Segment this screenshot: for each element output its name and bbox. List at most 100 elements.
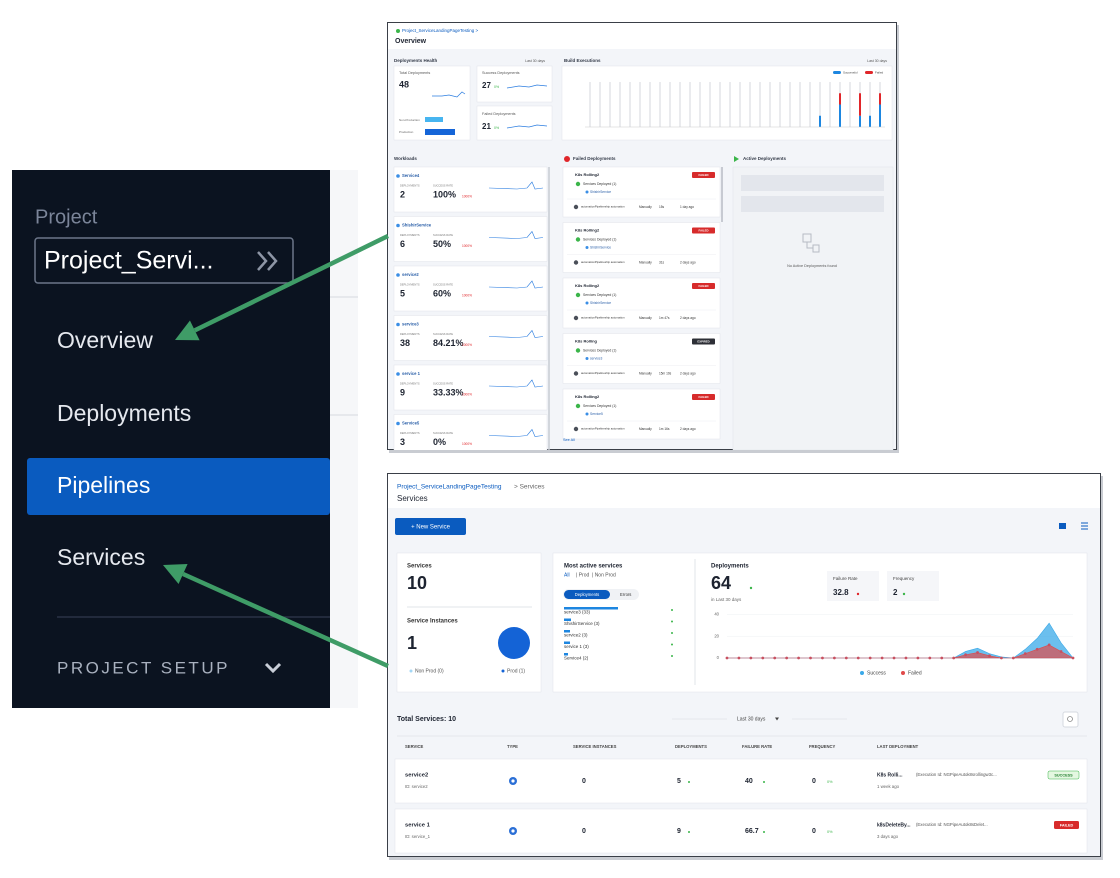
card-label: Total Deployments <box>399 71 430 75</box>
pipeline-name: K8s Rolling2 <box>575 394 600 399</box>
workload-card[interactable] <box>393 364 548 411</box>
toggle-label[interactable]: Errors <box>620 592 631 597</box>
table-row[interactable] <box>394 808 1088 854</box>
legend-dot <box>860 671 864 675</box>
status-badge <box>1047 770 1080 780</box>
env-label: Production <box>399 130 414 134</box>
pipeline-owner: automationPipelineship automation <box>581 427 625 431</box>
kpi-box <box>827 571 879 601</box>
pipeline-name: K8s Rolling2 <box>575 283 600 288</box>
failed-point <box>785 656 789 660</box>
trigger: Manually <box>639 260 652 264</box>
metric-value: 60% <box>433 288 451 298</box>
metric-label: SUCCESS RATE <box>433 184 453 188</box>
section-title: Failed Deployments <box>573 156 616 161</box>
search-icon <box>1067 716 1073 722</box>
nav-item[interactable]: Pipelines <box>57 472 150 498</box>
execution-id: (Execution Id: NGPipeAutok8sDelet... <box>916 822 988 827</box>
failed-point <box>821 656 824 660</box>
card-change: 0% <box>494 85 499 89</box>
failed-point <box>880 656 884 660</box>
failed-point <box>844 656 848 660</box>
bar-failed <box>859 93 861 116</box>
breadcrumb: > Services <box>514 484 545 491</box>
workload-card[interactable] <box>393 216 548 262</box>
service-name: service3 (33) <box>564 610 591 615</box>
play-icon <box>734 156 739 162</box>
failed-point <box>928 656 932 660</box>
filter[interactable]: | Non Prod <box>592 572 616 578</box>
status-text: FAILED <box>699 395 709 399</box>
workload-card[interactable] <box>393 166 548 213</box>
card-title: Deployments <box>711 564 749 570</box>
nav-item[interactable]: Overview <box>57 327 153 353</box>
sparkline <box>506 84 548 89</box>
placeholder <box>741 175 884 191</box>
frequency: 0 <box>812 828 816 835</box>
deployments: 9 <box>677 828 681 835</box>
page-title: Overview <box>395 38 427 45</box>
range: Last 30 days <box>525 59 545 63</box>
metric-change: 1000% <box>462 293 472 297</box>
type-icon-inner <box>511 829 515 833</box>
workload-card[interactable] <box>393 265 548 312</box>
deployment-card[interactable] <box>562 277 721 329</box>
nav-item[interactable]: Services <box>57 544 145 570</box>
service-icon <box>396 223 400 228</box>
arrow-head <box>163 563 188 585</box>
failed-point <box>1000 656 1003 660</box>
nav-active-bg <box>27 458 330 515</box>
workload-card[interactable] <box>393 414 548 460</box>
view-icon[interactable] <box>1081 522 1088 530</box>
failed-point <box>892 656 896 660</box>
view-icon[interactable] <box>1059 523 1066 529</box>
card-title: Most active services <box>564 564 623 570</box>
kpi-box <box>887 571 939 601</box>
failed-point <box>773 656 777 660</box>
service-id: ID: service_1 <box>405 834 431 839</box>
legend-swatch <box>865 71 873 74</box>
status-badge <box>692 227 715 234</box>
metric-label: SUCCESS RATE <box>433 332 453 336</box>
legend-label: Non Prod (0) <box>415 668 444 674</box>
deployed-label: Services Deployed (1) <box>583 182 616 186</box>
metric-label: DEPLOYMENTS <box>400 283 420 287</box>
status-badge <box>692 172 715 178</box>
metric-label: DEPLOYMENTS <box>400 233 420 237</box>
ago: 2 days ago <box>680 260 696 264</box>
filter[interactable]: All <box>564 572 570 578</box>
card-value: 21 <box>482 122 491 131</box>
service-icon <box>585 190 589 194</box>
failed-point <box>868 656 872 660</box>
status-text: FAILED <box>699 228 709 232</box>
toggle-active[interactable] <box>564 590 610 599</box>
service-name: service 1 (3) <box>564 644 589 649</box>
failed-point <box>988 654 991 658</box>
filter[interactable]: Last 30 days <box>737 716 766 722</box>
service-icon <box>396 174 400 178</box>
duration: 31s <box>659 260 665 264</box>
metric-value: 84.21% <box>433 338 464 348</box>
workload-card[interactable] <box>393 315 548 361</box>
table-row[interactable] <box>394 758 1088 804</box>
service-id: ID: service2 <box>405 784 428 789</box>
filter[interactable]: | Prod <box>576 572 589 578</box>
column-header: SERVICE INSTANCES <box>573 744 617 749</box>
trend-dot <box>856 592 860 596</box>
search-button[interactable] <box>1062 711 1079 728</box>
service-icon <box>396 273 400 277</box>
donut <box>498 627 530 659</box>
failed-point <box>904 656 908 660</box>
deployed-label: Services Deployed (1) <box>583 348 616 352</box>
project-selector[interactable] <box>34 237 294 284</box>
user-icon <box>573 426 579 432</box>
failed-point <box>856 656 860 660</box>
button[interactable] <box>395 518 466 535</box>
metric-label: SUCCESS RATE <box>433 283 453 287</box>
chevron-down <box>264 662 282 674</box>
ok-icon <box>575 237 581 242</box>
nav-item[interactable]: Deployments <box>57 400 191 426</box>
metric-value: 100% <box>433 189 456 199</box>
link[interactable]: See All <box>563 438 575 442</box>
